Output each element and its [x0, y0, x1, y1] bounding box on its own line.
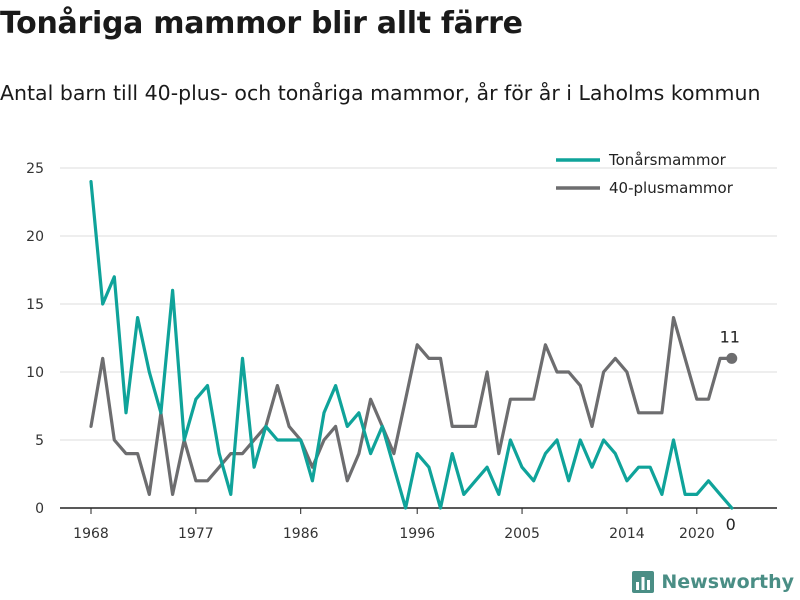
y-tick-label: 5	[35, 433, 44, 449]
page-title: Tonåriga mammor blir allt färre	[0, 6, 523, 41]
y-tick-label: 15	[26, 297, 44, 313]
x-tick-label: 2005	[504, 526, 540, 542]
x-tick-label: 2014	[609, 526, 645, 542]
chart-subtitle: Antal barn till 40-plus- och tonåriga ma…	[0, 81, 761, 105]
end-value-label: 0	[726, 515, 736, 534]
x-tick-label: 1986	[283, 526, 319, 542]
x-tick-label: 1996	[399, 526, 435, 542]
legend-label: Tonårsmammor	[608, 151, 727, 169]
brand-name: Newsworthy	[661, 571, 794, 593]
legend-label: 40-plusmammor	[609, 179, 734, 197]
y-tick-label: 25	[26, 161, 44, 177]
series-line-0	[89, 180, 734, 510]
y-tick-label: 0	[35, 501, 44, 517]
x-tick-label: 1968	[73, 526, 109, 542]
newsworthy-logo-icon	[632, 571, 655, 593]
series-line-1	[89, 316, 734, 496]
y-tick-label: 10	[26, 365, 44, 381]
end-point-marker	[726, 352, 738, 364]
end-value-label: 11	[720, 327, 740, 346]
brand-logo[interactable]: Newsworthy	[631, 570, 794, 594]
x-tick-label: 1977	[178, 526, 214, 542]
y-tick-label: 20	[26, 229, 44, 245]
x-tick-label: 2020	[679, 526, 715, 542]
